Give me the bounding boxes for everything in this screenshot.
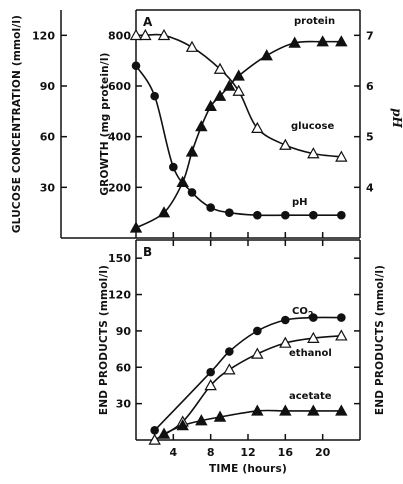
data-point-acetate — [195, 414, 208, 426]
x-tick-label: 4 — [170, 446, 178, 459]
data-point-protein — [232, 69, 245, 81]
series-label-glucose: glucose — [291, 121, 334, 132]
x-tick-label: 16 — [278, 446, 294, 459]
data-point-protein — [176, 175, 189, 188]
data-point-acetate — [251, 404, 264, 416]
data-point-co2 — [337, 313, 346, 322]
y-axis-title-glucose: GLUCOSE CONCENTRATION (mmol/l) — [11, 15, 23, 233]
data-point-glucose — [307, 147, 320, 159]
data-point-ph — [281, 210, 290, 220]
y-axis-title-growth: GROWTH (mg protein/l) — [99, 52, 111, 195]
series-label-ethanol: ethanol — [289, 348, 332, 359]
data-point-ph — [131, 61, 141, 71]
data-point-glucose — [335, 150, 348, 162]
data-point-acetate — [213, 410, 227, 422]
y-tick-label-ph: 6 — [366, 80, 374, 93]
y-axis-title-ph: pH — [390, 108, 403, 128]
data-point-protein — [157, 206, 171, 218]
data-point-glucose — [139, 28, 152, 41]
data-point-co2 — [309, 313, 318, 322]
y-tick-label-glucose: 90 — [40, 80, 56, 93]
y-tick-label-growth: 400 — [108, 131, 131, 144]
x-axis-title: TIME (hours) — [209, 463, 287, 475]
data-point-ph — [206, 203, 215, 212]
data-point-protein — [213, 89, 227, 101]
data-point-protein — [185, 145, 199, 157]
data-point-glucose — [232, 84, 245, 96]
data-point-acetate — [176, 419, 189, 431]
y-tick-label-end-products: 90 — [116, 325, 132, 338]
data-point-protein — [129, 221, 143, 233]
data-point-co2 — [206, 367, 215, 377]
data-point-glucose — [251, 121, 264, 133]
y-axis-title-end-products-left: END PRODUCTS (mmol/l) — [98, 265, 110, 415]
data-point-ethanol — [204, 379, 217, 391]
x-tick-label: 8 — [207, 446, 215, 459]
data-point-protein — [260, 49, 273, 61]
data-point-ethanol — [223, 363, 236, 375]
data-point-ph — [225, 208, 234, 217]
series-label-ph: pH — [292, 197, 308, 208]
data-point-glucose — [279, 138, 292, 150]
data-point-glucose — [213, 62, 227, 74]
data-point-protein — [335, 35, 348, 47]
data-point-ethanol — [279, 336, 292, 348]
panel-b-frame — [135, 239, 361, 441]
data-point-co2 — [150, 426, 159, 435]
data-point-ph — [169, 162, 178, 172]
y-tick-label-ph: 5 — [366, 131, 374, 144]
data-point-ph — [150, 91, 159, 101]
data-point-protein — [316, 35, 329, 47]
data-point-glucose — [185, 40, 199, 52]
data-point-ethanol — [148, 433, 161, 445]
data-point-glucose — [157, 28, 171, 41]
data-point-ph — [337, 210, 346, 220]
data-point-protein — [204, 99, 217, 112]
y-tick-label-growth: 800 — [108, 29, 131, 42]
y-tick-label-glucose: 30 — [40, 181, 56, 194]
y-tick-label-growth: 600 — [108, 80, 131, 93]
data-point-protein — [195, 120, 208, 132]
data-point-co2 — [253, 326, 262, 336]
y-tick-label-glucose: 120 — [32, 29, 55, 42]
data-point-acetate — [157, 427, 171, 439]
tick-labels: 30 60 90 120 200 400 600 800 4 5 6 7 30 60 90 120 150 4 8 1… — [32, 29, 374, 459]
panel-b-label: B — [143, 245, 152, 259]
panel-a-label: A — [143, 15, 153, 29]
data-point-glucose — [129, 28, 143, 41]
data-point-ph — [187, 188, 197, 197]
y-tick-label-end-products: 120 — [108, 289, 131, 302]
data-point-ph — [253, 210, 262, 220]
series-markers — [129, 28, 348, 445]
axis-ticks — [61, 34, 360, 440]
data-point-protein — [288, 36, 301, 48]
y-tick-label-growth: 200 — [108, 181, 131, 194]
y-tick-label-ph: 7 — [366, 29, 374, 42]
series-label-acetate: acetate — [289, 391, 332, 402]
data-point-ethanol — [335, 329, 348, 341]
y-tick-label-ph: 4 — [366, 181, 374, 194]
x-tick-label: 20 — [315, 446, 331, 459]
data-point-co2 — [225, 347, 234, 356]
y-tick-label-end-products: 150 — [108, 252, 131, 265]
data-point-ph — [309, 210, 318, 220]
series-label-protein: protein — [294, 16, 335, 27]
series-label-co2: CO2 — [292, 306, 313, 319]
data-point-acetate — [335, 404, 348, 416]
y-tick-label-end-products: 60 — [116, 361, 132, 374]
data-point-ethanol — [251, 347, 264, 359]
series-line-glucose — [136, 33, 342, 158]
y-axis-title-end-products-right: END PRODUCTS (mmol/l) — [374, 265, 386, 415]
data-point-ethanol — [307, 331, 320, 343]
data-point-protein — [223, 79, 236, 91]
data-point-co2 — [281, 315, 290, 325]
y-tick-label-glucose: 60 — [40, 131, 56, 144]
series-line-ph — [135, 65, 342, 217]
data-point-acetate — [279, 404, 292, 416]
data-point-acetate — [307, 404, 320, 416]
y-tick-label-end-products: 30 — [116, 398, 132, 411]
x-tick-label: 12 — [240, 446, 255, 459]
